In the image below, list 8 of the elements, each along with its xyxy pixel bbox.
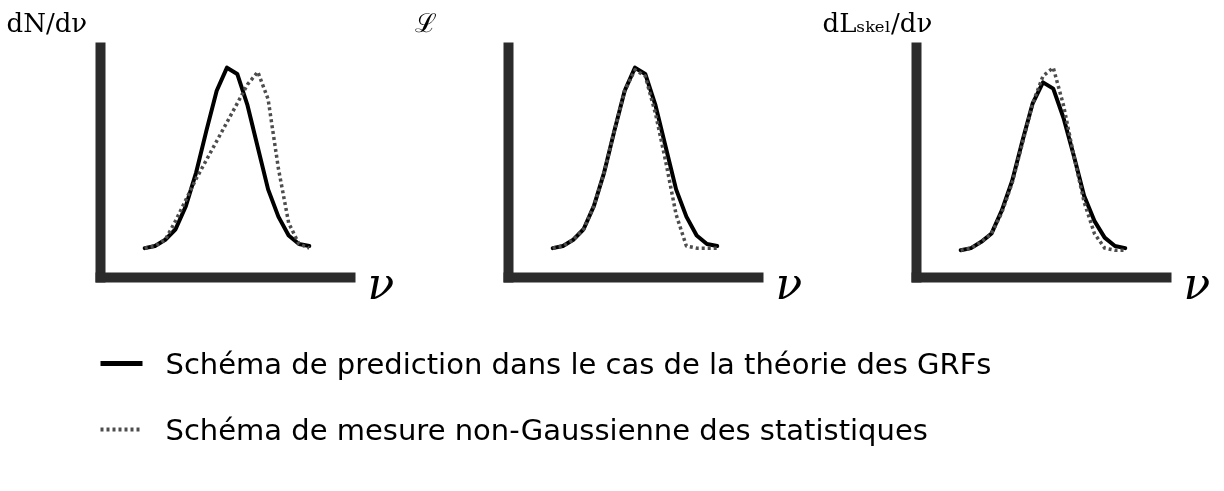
x-axis-title: ν [367,258,395,309]
y-axis-title: ℒ [414,7,437,38]
x-axis-title: ν [775,258,803,309]
legend-label: Schéma de mesure non-Gaussienne des statistiques [165,412,928,447]
legend-label: Schéma de prediction dans le cas de la théorie des GRFs [165,346,992,381]
y-axis-title: dLₛₖₑₗ/dν [822,7,933,38]
x-axis-title: ν [1183,258,1211,309]
y-axis-title: dN/dν [6,7,88,38]
